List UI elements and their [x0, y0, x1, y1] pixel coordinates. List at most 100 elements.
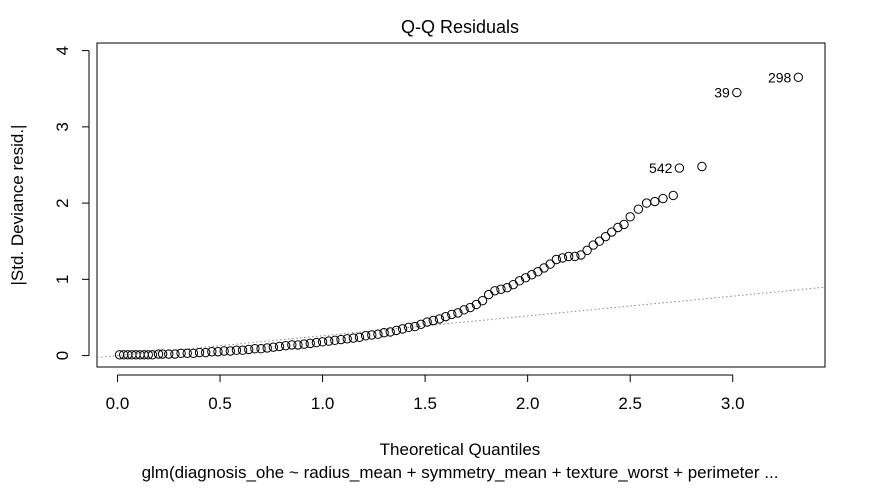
data-point — [164, 349, 174, 359]
data-point — [330, 335, 340, 346]
data-point — [188, 348, 199, 358]
data-point — [658, 193, 668, 204]
data-point — [650, 196, 660, 207]
data-point — [360, 331, 371, 341]
data-point — [600, 231, 611, 242]
data-point — [404, 322, 414, 333]
y-tick-label: 1 — [53, 275, 72, 284]
data-point — [182, 348, 192, 358]
data-point — [459, 305, 469, 315]
data-point — [213, 347, 223, 357]
data-point — [539, 263, 549, 273]
data-points-layer — [114, 72, 804, 360]
data-point — [613, 222, 623, 233]
x-tick-label: 2.5 — [618, 394, 642, 413]
data-point — [336, 334, 346, 345]
data-point — [225, 346, 235, 356]
data-point — [262, 343, 272, 353]
data-point — [200, 347, 211, 358]
data-point — [256, 344, 266, 354]
x-tick-label: 2.0 — [516, 394, 540, 413]
reference-line — [97, 286, 825, 359]
data-point — [274, 341, 285, 352]
data-point — [231, 345, 242, 355]
data-point — [428, 315, 439, 326]
data-point — [483, 289, 494, 300]
data-point — [367, 330, 377, 340]
data-point — [619, 219, 629, 230]
reference-line-layer — [97, 286, 825, 359]
data-point — [299, 339, 309, 349]
data-point — [576, 250, 586, 260]
data-point — [391, 325, 402, 336]
x-tick-label: 1.0 — [311, 394, 335, 413]
data-point — [793, 72, 804, 83]
data-point — [170, 349, 180, 359]
x-tick-label: 3.0 — [721, 394, 745, 413]
data-point — [422, 317, 432, 327]
model-subtitle: glm(diagnosis_ohe ~ radius_mean + symmet… — [142, 463, 779, 482]
data-point — [502, 283, 512, 293]
x-axis: 0.0 0.5 1.0 1.5 2.0 2.5 3.0 — [106, 374, 745, 413]
point-label: 542 — [649, 160, 673, 176]
data-point — [373, 329, 383, 339]
data-point — [194, 347, 205, 358]
data-point — [514, 276, 525, 286]
data-point — [311, 337, 322, 348]
data-point — [607, 227, 617, 237]
data-point — [674, 163, 685, 173]
data-point — [633, 204, 644, 214]
y-tick-label: 0 — [53, 351, 72, 360]
data-point — [410, 321, 420, 332]
data-point — [440, 311, 451, 322]
x-tick-label: 1.5 — [413, 394, 437, 413]
data-point — [453, 308, 463, 318]
data-point — [219, 346, 229, 356]
data-point — [570, 251, 580, 262]
data-point — [641, 198, 652, 208]
data-point — [545, 259, 555, 269]
data-point — [594, 236, 605, 246]
data-point — [551, 254, 562, 265]
data-point — [176, 348, 186, 358]
data-point — [324, 336, 334, 346]
data-point — [496, 284, 506, 294]
data-point — [342, 334, 352, 344]
data-point — [465, 302, 475, 313]
data-point — [582, 245, 592, 256]
data-point — [668, 190, 678, 201]
data-point — [305, 338, 315, 349]
data-point — [563, 251, 574, 262]
data-point — [416, 319, 426, 330]
data-point — [348, 333, 359, 343]
x-axis-label: Theoretical Quantiles — [380, 440, 541, 459]
data-point — [293, 340, 303, 350]
plot-frame — [96, 42, 826, 368]
data-point — [557, 253, 568, 263]
x-tick-label: 0.0 — [106, 394, 130, 413]
data-point — [477, 295, 488, 306]
point-label: 298 — [768, 69, 792, 85]
data-point — [157, 349, 168, 359]
data-point — [354, 332, 365, 342]
data-point — [147, 350, 158, 360]
point-labels-layer: 298 39 542 — [649, 69, 792, 176]
y-axis: 0 1 2 3 4 — [53, 46, 90, 360]
data-point — [287, 340, 297, 350]
data-point — [434, 314, 445, 324]
data-point — [280, 340, 291, 351]
data-point — [625, 212, 635, 222]
data-point — [527, 270, 537, 280]
data-point — [385, 327, 395, 337]
data-point — [379, 327, 389, 338]
data-point — [520, 273, 531, 283]
data-point — [317, 337, 328, 347]
y-tick-label: 2 — [53, 198, 72, 207]
chart-title: Q-Q Residuals — [401, 17, 519, 37]
data-point — [588, 240, 598, 250]
data-point — [490, 286, 500, 296]
data-point — [244, 344, 254, 355]
data-point — [268, 342, 279, 352]
data-point — [250, 344, 260, 354]
